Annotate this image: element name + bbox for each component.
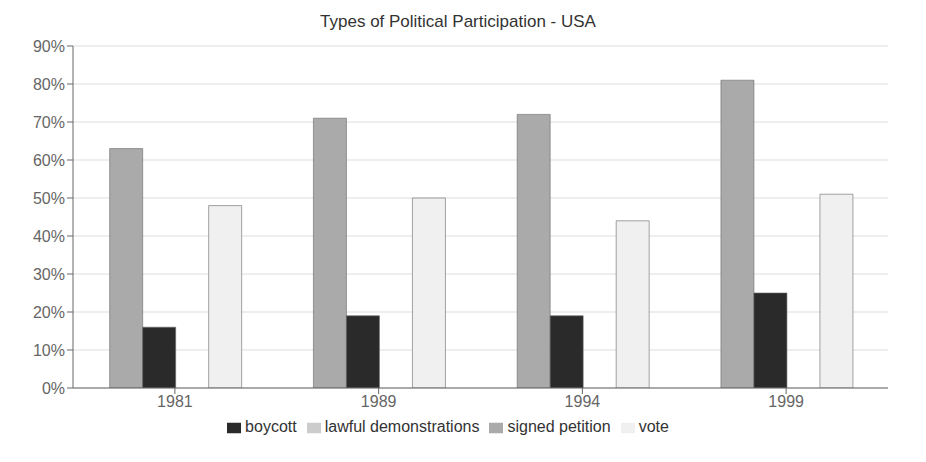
svg-text:60%: 60% xyxy=(33,152,65,169)
svg-text:0%: 0% xyxy=(42,380,65,397)
html-text:lawful demonstrations: lawful demonstrations xyxy=(324,418,480,435)
svg-text:40%: 40% xyxy=(33,228,65,245)
svg-text:30%: 30% xyxy=(33,266,65,283)
html-text:signed petition: signed petition xyxy=(507,418,611,435)
svg-text:1989: 1989 xyxy=(361,393,397,410)
html-text:boycott: boycott xyxy=(245,418,297,435)
svg-text:70%: 70% xyxy=(33,114,65,131)
svg-text:1981: 1981 xyxy=(157,393,193,410)
svg-text:20%: 20% xyxy=(33,304,65,321)
html-text:Types of Political Participati: Types of Political Participation - USA xyxy=(320,12,596,31)
svg-text:50%: 50% xyxy=(33,190,65,207)
html-text:vote: vote xyxy=(638,418,669,435)
svg-text:10%: 10% xyxy=(33,342,65,359)
svg-text:90%: 90% xyxy=(33,38,65,55)
svg-text:1994: 1994 xyxy=(565,393,601,410)
svg-text:1999: 1999 xyxy=(768,393,804,410)
svg-text:80%: 80% xyxy=(33,76,65,93)
